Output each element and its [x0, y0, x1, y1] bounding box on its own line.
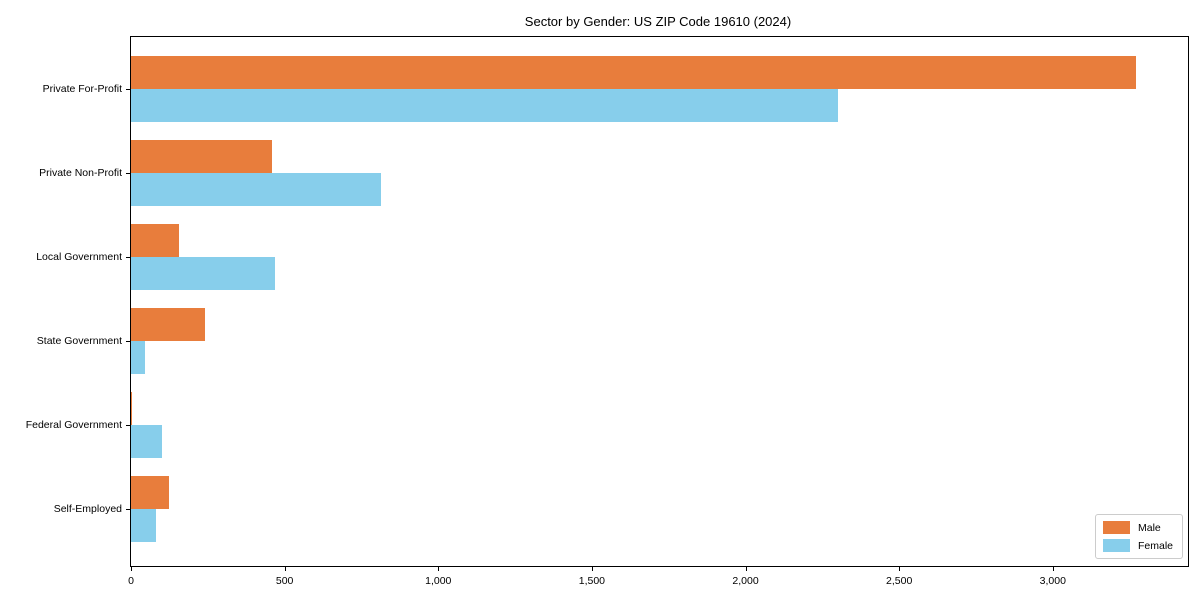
legend-label: Female	[1137, 539, 1173, 552]
bar-female-2	[131, 173, 382, 206]
bar-male-4	[131, 308, 205, 341]
bar-male-6	[131, 476, 170, 509]
x-tick-mark	[1052, 567, 1054, 571]
bar-male-2	[131, 140, 273, 173]
y-tick-label: Private For-Profit	[42, 83, 122, 95]
y-tick-mark	[126, 341, 130, 342]
x-tick-mark	[899, 567, 901, 571]
legend-item-female: Female	[1102, 539, 1173, 552]
y-tick-label: State Government	[36, 335, 122, 347]
x-tick-mark	[131, 567, 132, 571]
bar-male-3	[131, 224, 179, 257]
x-tick-label: 500	[275, 575, 294, 587]
y-tick-mark	[126, 509, 130, 510]
x-tick-mark	[591, 567, 593, 571]
plot-area: Private For-Profit Private Non-Profit Loca…	[26, 36, 1189, 587]
x-tick-mark	[284, 567, 286, 571]
legend-swatch-icon	[1102, 539, 1130, 552]
x-tick-label: 3,000	[1039, 575, 1066, 587]
x-tick-label: 1,500	[578, 575, 606, 587]
bar-female-3	[131, 257, 276, 290]
y-tick-mark	[126, 257, 130, 258]
x-tick-label: 2,500	[886, 575, 913, 587]
y-tick-label: Local Government	[36, 251, 122, 263]
legend: Male Female	[1094, 514, 1183, 559]
x-tick-label: 0	[128, 575, 134, 587]
x-tick-mark	[745, 567, 747, 571]
y-tick-mark	[126, 173, 130, 174]
y-tick-mark	[126, 425, 130, 426]
bar-male-5	[131, 392, 133, 425]
x-tick-label: 2,000	[732, 575, 759, 587]
x-tick-label: 1,000	[425, 575, 452, 587]
bar-female-1	[131, 89, 838, 122]
legend-label: Male	[1137, 521, 1161, 534]
y-tick-label: Private Non-Profit	[39, 167, 122, 179]
y-tick-mark	[126, 89, 130, 90]
bar-female-5	[131, 425, 162, 458]
y-tick-label: Federal Government	[25, 419, 122, 431]
chart-title: Sector by Gender: US ZIP Code 19610 (202…	[524, 14, 792, 29]
bar-male-1	[131, 56, 1136, 89]
y-tick-label: Self-Employed	[53, 503, 122, 515]
x-tick-mark	[438, 567, 440, 571]
legend-swatch-icon	[1102, 521, 1130, 534]
legend-item-male: Male	[1102, 521, 1173, 534]
bar-female-4	[131, 341, 145, 374]
bar-female-6	[131, 509, 156, 542]
